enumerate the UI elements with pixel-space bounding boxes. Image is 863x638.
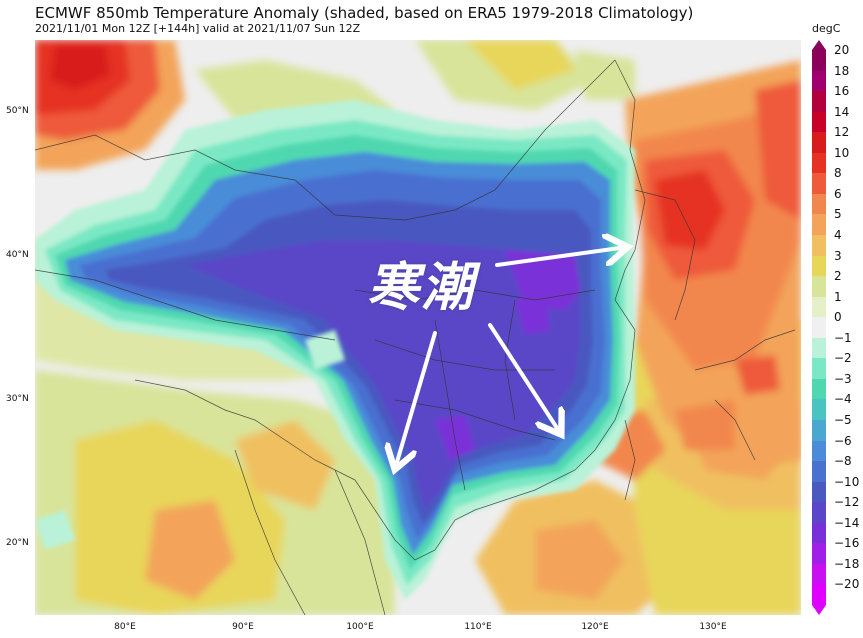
unit-label: degC — [812, 22, 841, 35]
map-title: ECMWF 850mb Temperature Anomaly (shaded,… — [35, 4, 694, 22]
colorbar-swatch — [812, 502, 826, 524]
colorbar-swatch — [812, 461, 826, 483]
colorbar-swatch — [812, 132, 826, 154]
arrow-east — [495, 248, 620, 267]
colorbar-tick-label: −16 — [834, 536, 860, 551]
colorbar-tick-label: −10 — [834, 474, 860, 489]
lon-label: 80°E — [114, 622, 136, 632]
lat-label: 50°N — [6, 106, 29, 116]
colorbar-min-arrow — [812, 605, 826, 615]
colorbar-tick-label: 4 — [834, 228, 842, 242]
cold-wave-arrows — [397, 248, 620, 462]
cold-wave-annotation: 寒潮 — [367, 258, 476, 318]
map-canvas — [35, 40, 801, 615]
colorbar-tick-label: −3 — [834, 371, 852, 386]
colorbar-swatch — [812, 255, 826, 277]
colorbar-swatch — [812, 173, 826, 195]
lon-label: 110°E — [464, 622, 492, 632]
colorbar-tick-label: 14 — [834, 104, 850, 119]
colorbar-swatch — [812, 420, 826, 442]
colorbar-tick-label: 12 — [834, 125, 850, 140]
map-subtitle: 2021/11/01 Mon 12Z [+144h] valid at 2021… — [35, 22, 361, 35]
anomaly-map: 寒潮 — [35, 40, 801, 615]
colorbar-swatch — [812, 91, 826, 113]
colorbar-swatch — [812, 152, 826, 174]
colorbar-tick-label: −18 — [834, 556, 860, 571]
colorbar-swatch — [812, 584, 826, 606]
colorbar-swatch — [812, 440, 826, 462]
lat-label: 20°N — [6, 538, 29, 548]
colorbar-tick-label: −5 — [834, 413, 852, 427]
colorbar-tick-label: −8 — [834, 454, 852, 469]
colorbar-tick-label: 18 — [834, 63, 850, 78]
colorbar-tick-label: −2 — [834, 351, 852, 366]
colorbar-swatch — [812, 214, 826, 236]
colorbar-swatch — [812, 543, 826, 565]
colorbar-tick-label: −1 — [834, 330, 852, 345]
lon-label: 90°E — [232, 622, 254, 632]
colorbar-tick-label: −6 — [834, 433, 852, 448]
lat-label: 30°N — [6, 394, 29, 404]
colorbar-swatch — [812, 378, 826, 400]
lat-label: 40°N — [6, 250, 29, 260]
colorbar-swatch — [812, 70, 826, 92]
colorbar-swatch — [812, 358, 826, 380]
lon-label: 100°E — [346, 622, 374, 632]
warm-patches — [35, 40, 801, 615]
nw-warm-corner — [35, 40, 185, 170]
colorbar-max-arrow — [812, 40, 826, 50]
colorbar-swatch — [812, 193, 826, 215]
colorbar-swatch — [812, 276, 826, 298]
colorbar-swatch — [812, 563, 826, 585]
colorbar-tick-label: 8 — [834, 166, 842, 181]
colorbar-tick-label: −20 — [834, 577, 860, 592]
arrow-southwest — [397, 331, 437, 462]
colorbar-swatch — [812, 111, 826, 133]
colorbar-tick-label: 2 — [834, 269, 842, 284]
colorbar-tick-label: 20 — [834, 43, 850, 57]
colorbar-tick-label: 3 — [834, 248, 842, 263]
colorbar-tick-label: −14 — [834, 515, 860, 530]
lon-label: 130°E — [699, 622, 727, 632]
colorbar-swatch — [812, 317, 826, 339]
colorbar-tick-label: 0 — [834, 310, 842, 325]
colorbar-tick-label: 10 — [834, 145, 850, 160]
colorbar-swatch — [812, 481, 826, 503]
colorbar-tick-label: 5 — [834, 207, 842, 222]
colorbar-tick-label: 16 — [834, 84, 850, 99]
colorbar-tick-label: −12 — [834, 495, 860, 510]
colorbar-swatch — [812, 235, 826, 257]
east-warm-region — [595, 60, 801, 480]
colorbar-tick-label: 6 — [834, 186, 842, 201]
colorbar-swatch — [812, 522, 826, 544]
colorbar-tick-label: −4 — [834, 392, 852, 407]
colorbar-swatch — [812, 399, 826, 421]
colorbar-swatch — [812, 337, 826, 359]
colorbar-swatch — [812, 50, 826, 72]
colorbar-swatch — [812, 296, 826, 318]
colorbar — [812, 50, 826, 606]
colorbar-tick-label: 1 — [834, 289, 842, 304]
arrow-southeast — [488, 323, 557, 428]
lon-label: 120°E — [581, 622, 609, 632]
